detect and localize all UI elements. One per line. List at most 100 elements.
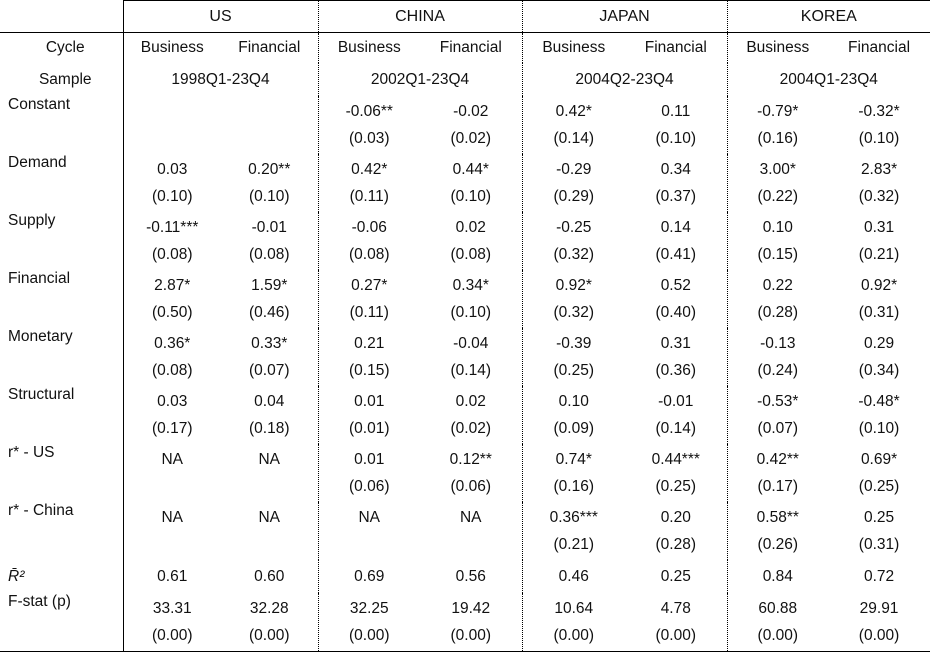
country-header-korea: KOREA [727,0,930,33]
estimate-value: 0.25 [863,509,895,526]
standard-error: (0.11) [349,304,389,321]
standard-error: (0.14) [553,130,595,147]
value-cell: 0.31 (0.36) [625,328,728,386]
table-row: r* - China NA NA NA NA 0.36*** (0.21) 0.20 (0.28… [0,502,930,560]
value-cell: 0.03 (0.10) [123,154,221,212]
table-row: Structural 0.03 (0.17) 0.04 (0.18) 0.01 (0.01)… [0,386,930,444]
estimate-value: 0.92* [860,277,898,294]
value-cell: 0.10 (0.15) [727,212,828,270]
value-cell: 0.36* (0.08) [123,328,221,386]
cycle-header-row: Cycle Business Financial Business Financ… [0,32,930,63]
standard-error: (0.41) [655,246,697,263]
estimate-value: 0.01 [354,393,385,410]
estimate-value: 10.64 [554,600,594,617]
standard-error: (0.16) [553,478,595,495]
standard-error: (0.07) [249,362,290,379]
standard-error: (0.29) [553,188,595,205]
value-cell: -0.29 (0.29) [522,154,625,212]
table-row: F-stat (p) 33.31 (0.00) 32.28 (0.00) 32.25 (0.… [0,593,930,652]
standard-error: (0.00) [152,627,193,644]
row-label-cycle: Cycle [0,32,124,63]
standard-error: (0.08) [152,362,193,379]
standard-error: (0.26) [757,536,799,553]
estimate-value: 0.02 [455,393,486,410]
estimate-value: 0.34* [452,277,489,294]
value-cell: 0.03 (0.17) [123,386,221,444]
value-cell: 0.20 (0.28) [625,502,728,560]
sample-range-korea: 2004Q1-23Q4 [779,70,878,88]
value-cell: 0.46 [558,567,589,585]
estimate-value: 19.42 [451,600,491,617]
value-cell: 0.58** (0.26) [727,502,828,560]
value-cell: 32.25 (0.00) [318,593,421,652]
estimate-value: 0.44*** [651,451,700,468]
value-cell: -0.06 (0.08) [318,212,420,270]
value-cell: NA [221,502,319,560]
standard-error: (0.06) [349,478,390,495]
estimate-value: 0.02 [455,219,486,236]
estimate-value: NA [459,509,482,526]
value-cell: 19.42 (0.00) [420,593,523,652]
value-cell: -0.79* (0.16) [727,96,828,154]
estimate-value: 0.33* [251,335,288,352]
estimate-value: 0.52 [660,277,691,294]
table-row: r* - US NA NA 0.01 (0.06) 0.12** (0.06) 0.74* (0… [0,444,930,502]
row-label: R̄² [0,560,124,593]
standard-error: (0.03) [349,130,390,147]
subcol-header-business: Business [542,39,606,56]
standard-error: (0.25) [553,362,595,379]
standard-error: (0.10) [858,130,900,147]
subcol-header-financial: Financial [420,32,523,63]
table-row: Constant -0.06** (0.03) -0.02 (0.02) 0.42* (0.… [0,96,930,154]
standard-error: (0.25) [655,478,697,495]
estimate-value: NA [358,509,381,526]
value-cell: 32.28 (0.00) [221,593,319,652]
value-cell: 0.69* (0.25) [828,444,930,502]
table-row: Monetary 0.36* (0.08) 0.33* (0.07) 0.21 (0.15)… [0,328,930,386]
country-header-us: US [123,0,319,33]
standard-error: (0.28) [655,536,697,553]
estimate-value: 0.03 [157,161,188,178]
country-header-japan: JAPAN [522,0,728,33]
standard-error: (0.02) [450,420,492,437]
standard-error: (0.11) [349,188,389,205]
standard-error: (0.22) [757,188,799,205]
value-cell: -0.39 (0.25) [522,328,625,386]
estimate-value: NA [161,509,184,526]
estimate-value: 0.04 [254,393,285,410]
estimate-value: 0.42* [555,103,592,120]
estimate-value: 0.03 [157,393,188,410]
estimate-value: -0.04 [453,335,489,352]
row-label: Supply [0,212,124,270]
standard-error: (0.18) [249,420,290,437]
estimate-value: 0.10 [558,393,589,410]
value-cell: 0.72 [863,567,895,585]
standard-error: (0.24) [757,362,799,379]
estimate-value: -0.06** [345,103,393,120]
standard-error: (0.00) [450,627,492,644]
table-row: R̄² 0.61 0.60 0.69 0.56 0.46 0.25 0.84 0.72 [0,560,930,593]
estimate-value: 32.25 [349,600,389,617]
row-label: Monetary [0,328,124,386]
estimate-value: -0.02 [453,103,489,120]
value-cell: 0.61 [157,567,188,585]
standard-error: (0.00) [858,627,900,644]
value-cell: 0.20** (0.10) [221,154,319,212]
table-row: Financial 2.87* (0.50) 1.59* (0.46) 0.27* (0.1… [0,270,930,328]
standard-error: (0.15) [757,246,799,263]
value-cell: 0.29 (0.34) [828,328,930,386]
standard-error: (0.00) [553,627,595,644]
estimate-value: 0.27* [351,277,388,294]
country-header-china: CHINA [318,0,523,33]
estimate-value: 0.29 [863,335,895,352]
subcol-header-financial: Financial [221,32,319,63]
value-cell: NA [123,444,221,502]
row-label: Financial [0,270,124,328]
value-cell: -0.48* (0.10) [828,386,930,444]
standard-error: (0.31) [858,304,900,321]
estimate-value: 0.12** [449,451,492,468]
estimate-value: 0.20 [660,509,691,526]
value-cell: 0.27* (0.11) [318,270,420,328]
estimate-value: NA [161,451,184,468]
row-label: r* - China [0,502,124,560]
